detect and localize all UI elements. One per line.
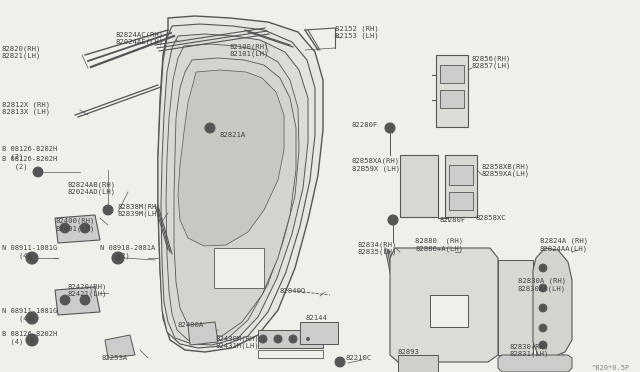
- Text: B 08126-8202H
  (2): B 08126-8202H (2): [2, 146, 57, 160]
- Bar: [258, 350, 323, 358]
- Text: 82834(RH)
82835(LH): 82834(RH) 82835(LH): [358, 241, 397, 255]
- Text: 82858XA(RH)
82B59X (LH): 82858XA(RH) 82B59X (LH): [352, 158, 400, 172]
- Text: 82824AB(RH)
82024AD(LH): 82824AB(RH) 82024AD(LH): [68, 181, 116, 195]
- Polygon shape: [55, 287, 100, 315]
- Bar: [214, 248, 264, 288]
- Polygon shape: [161, 34, 308, 345]
- Bar: [449, 192, 473, 210]
- Circle shape: [539, 341, 547, 349]
- Text: 82858XC: 82858XC: [476, 215, 507, 221]
- Circle shape: [291, 337, 294, 341]
- Circle shape: [388, 215, 398, 225]
- Text: ^820*0.5P: ^820*0.5P: [592, 365, 630, 371]
- Polygon shape: [498, 355, 572, 372]
- Circle shape: [205, 123, 215, 133]
- Polygon shape: [158, 24, 315, 348]
- Bar: [440, 65, 464, 83]
- Text: 82820(RH)
82821(LH): 82820(RH) 82821(LH): [2, 45, 42, 59]
- Circle shape: [307, 337, 310, 341]
- Bar: [449, 165, 473, 185]
- Polygon shape: [188, 322, 218, 345]
- Text: 82400(RH)
82401(LH): 82400(RH) 82401(LH): [55, 218, 94, 232]
- Polygon shape: [178, 70, 284, 246]
- Circle shape: [289, 335, 297, 343]
- Circle shape: [259, 335, 267, 343]
- Text: 82253A: 82253A: [102, 355, 128, 361]
- Circle shape: [335, 357, 345, 367]
- Text: B 08126-8202H
   (2): B 08126-8202H (2): [2, 156, 57, 170]
- Polygon shape: [105, 335, 135, 358]
- Circle shape: [112, 252, 124, 264]
- Circle shape: [204, 329, 212, 337]
- Polygon shape: [390, 248, 498, 362]
- Text: N: N: [30, 315, 34, 321]
- Circle shape: [80, 295, 90, 305]
- Text: 82280F: 82280F: [440, 217, 467, 223]
- Text: 82280F: 82280F: [352, 122, 378, 128]
- Text: B: B: [30, 337, 34, 343]
- Bar: [398, 355, 438, 372]
- Polygon shape: [55, 215, 100, 243]
- Bar: [440, 90, 464, 108]
- Text: 82856(RH)
82857(LH): 82856(RH) 82857(LH): [472, 55, 511, 69]
- Text: 82400A: 82400A: [178, 322, 204, 328]
- Bar: [300, 322, 338, 344]
- Text: 82824AC(RH)
82024AE(LH): 82824AC(RH) 82024AE(LH): [115, 31, 163, 45]
- Bar: [258, 330, 323, 348]
- Bar: [445, 155, 477, 217]
- Circle shape: [276, 337, 280, 341]
- Polygon shape: [533, 248, 572, 358]
- Circle shape: [60, 223, 70, 233]
- Circle shape: [103, 205, 113, 215]
- Circle shape: [80, 223, 90, 233]
- Circle shape: [26, 312, 38, 324]
- Bar: [400, 155, 438, 217]
- Circle shape: [338, 360, 342, 364]
- Circle shape: [33, 167, 43, 177]
- Bar: [436, 55, 468, 127]
- Text: 82430M(RH)
82431M(LH): 82430M(RH) 82431M(LH): [215, 335, 259, 349]
- Circle shape: [539, 264, 547, 272]
- Text: 82838M(RH)
82839M(LH): 82838M(RH) 82839M(LH): [118, 203, 162, 217]
- Text: N 08911-1081G
    (4): N 08911-1081G (4): [2, 308, 57, 322]
- Text: N: N: [28, 255, 32, 261]
- Circle shape: [539, 304, 547, 312]
- Text: 82830(RH)
82831(LH): 82830(RH) 82831(LH): [510, 343, 549, 357]
- Text: 82100(RH)
82101(LH): 82100(RH) 82101(LH): [230, 43, 269, 57]
- Bar: [430, 295, 468, 327]
- Text: 82821A: 82821A: [220, 132, 246, 138]
- Polygon shape: [158, 16, 323, 352]
- Circle shape: [539, 284, 547, 292]
- Polygon shape: [166, 44, 299, 343]
- Circle shape: [191, 329, 199, 337]
- Circle shape: [539, 324, 547, 332]
- Text: N 08918-2081A
    (2): N 08918-2081A (2): [100, 245, 156, 259]
- Circle shape: [26, 334, 38, 346]
- Text: N 08911-1081G
    (4): N 08911-1081G (4): [2, 245, 57, 259]
- Text: 82420(RH)
82421(LH): 82420(RH) 82421(LH): [68, 283, 108, 297]
- Circle shape: [274, 335, 282, 343]
- Circle shape: [111, 344, 119, 352]
- Text: 82840Q: 82840Q: [280, 287, 307, 293]
- Circle shape: [26, 252, 38, 264]
- Circle shape: [261, 337, 264, 341]
- Polygon shape: [174, 58, 296, 336]
- Text: 82812X (RH)
82813X (LH): 82812X (RH) 82813X (LH): [2, 101, 50, 115]
- Circle shape: [304, 335, 312, 343]
- Text: 82824A (RH)
82824AA(LH): 82824A (RH) 82824AA(LH): [540, 238, 588, 252]
- Text: 82893: 82893: [398, 349, 420, 355]
- Text: 82858XB(RH)
82859XA(LH): 82858XB(RH) 82859XA(LH): [482, 163, 530, 177]
- Text: N: N: [116, 255, 120, 261]
- Text: B 08126-8202H
  (4): B 08126-8202H (4): [2, 331, 57, 345]
- Text: 82880  (RH)
82880+A(LH): 82880 (RH) 82880+A(LH): [415, 238, 463, 252]
- Text: 82830A (RH)
82830AA(LH): 82830A (RH) 82830AA(LH): [518, 278, 566, 292]
- Text: 82210C: 82210C: [346, 355, 372, 361]
- Text: 82152 (RH)
82153 (LH): 82152 (RH) 82153 (LH): [335, 25, 379, 39]
- Circle shape: [60, 295, 70, 305]
- Bar: [498, 260, 533, 355]
- Text: 82144: 82144: [305, 315, 327, 321]
- Circle shape: [385, 123, 395, 133]
